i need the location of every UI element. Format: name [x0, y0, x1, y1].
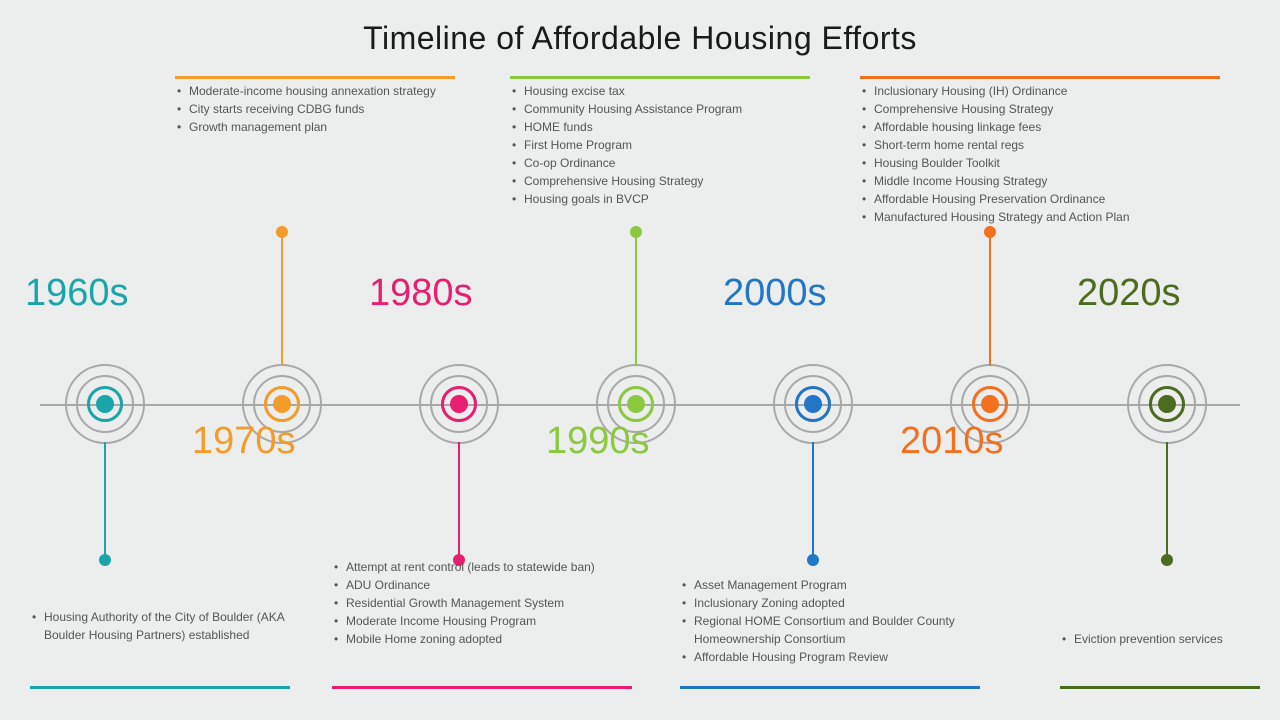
node-dot: [96, 395, 114, 413]
decade-label: 1980s: [369, 272, 473, 315]
decade-label: 2010s: [900, 420, 1004, 463]
bottom-panel: Housing Authority of the City of Boulder…: [30, 608, 290, 644]
node-connector: [635, 226, 637, 366]
top-panel: Moderate-income housing annexation strat…: [175, 82, 455, 136]
timeline-node-1990s: 1990s: [596, 364, 676, 444]
node-rings: [773, 364, 853, 444]
node-connector: [281, 226, 283, 366]
connector-end-dot: [984, 226, 996, 238]
panel-item: Middle Income Housing Strategy: [860, 172, 1220, 190]
panel-item: Affordable Housing Preservation Ordinanc…: [860, 190, 1220, 208]
connector-end-dot: [1161, 554, 1173, 566]
page-title: Timeline of Affordable Housing Efforts: [0, 0, 1280, 57]
node-connector: [1166, 442, 1168, 562]
bottom-panel: Eviction prevention services: [1060, 630, 1260, 648]
panel-item: Moderate-income housing annexation strat…: [175, 82, 455, 100]
timeline-node-2010s: 2010s: [950, 364, 1030, 444]
node-dot: [273, 395, 291, 413]
bottom-panel: Asset Management ProgramInclusionary Zon…: [680, 576, 980, 666]
panel-item: Inclusionary Housing (IH) Ordinance: [860, 82, 1220, 100]
bottom-panel-rule: [332, 686, 632, 689]
node-connector: [989, 226, 991, 366]
timeline-node-1970s: 1970s: [242, 364, 322, 444]
panel-item: Co-op Ordinance: [510, 154, 810, 172]
connector-end-dot: [276, 226, 288, 238]
bottom-panel-rule: [680, 686, 980, 689]
node-rings: [419, 364, 499, 444]
panel-item: Affordable housing linkage fees: [860, 118, 1220, 136]
node-dot: [627, 395, 645, 413]
panel-item: Attempt at rent control (leads to statew…: [332, 558, 632, 576]
top-panel: Housing excise taxCommunity Housing Assi…: [510, 82, 810, 208]
panel-item: Regional HOME Consortium and Boulder Cou…: [680, 612, 980, 648]
top-panel-rule: [175, 76, 455, 79]
panel-item: Asset Management Program: [680, 576, 980, 594]
panel-item: Growth management plan: [175, 118, 455, 136]
decade-label: 1990s: [546, 420, 650, 463]
node-connector: [104, 442, 106, 562]
panel-item: Inclusionary Zoning adopted: [680, 594, 980, 612]
bottom-panel: Attempt at rent control (leads to statew…: [332, 558, 632, 648]
panel-item: Housing Boulder Toolkit: [860, 154, 1220, 172]
panel-item: HOME funds: [510, 118, 810, 136]
connector-end-dot: [630, 226, 642, 238]
decade-label: 2000s: [723, 272, 827, 315]
node-dot: [1158, 395, 1176, 413]
connector-end-dot: [99, 554, 111, 566]
panel-item: Short-term home rental regs: [860, 136, 1220, 154]
bottom-panel-rule: [30, 686, 290, 689]
panel-item: Mobile Home zoning adopted: [332, 630, 632, 648]
top-panel-rule: [860, 76, 1220, 79]
decade-label: 2020s: [1077, 272, 1181, 315]
panel-item: Eviction prevention services: [1060, 630, 1260, 648]
timeline-node-2000s: 2000s: [773, 364, 853, 444]
node-rings: [1127, 364, 1207, 444]
panel-item: Housing Authority of the City of Boulder…: [30, 608, 290, 644]
panel-item: City starts receiving CDBG funds: [175, 100, 455, 118]
node-dot: [450, 395, 468, 413]
panel-item: Affordable Housing Program Review: [680, 648, 980, 666]
connector-end-dot: [807, 554, 819, 566]
timeline-node-1980s: 1980s: [419, 364, 499, 444]
node-connector: [458, 442, 460, 562]
panel-item: Housing excise tax: [510, 82, 810, 100]
panel-item: Housing goals in BVCP: [510, 190, 810, 208]
timeline-node-2020s: 2020s: [1127, 364, 1207, 444]
node-rings: [65, 364, 145, 444]
node-dot: [804, 395, 822, 413]
panel-item: Community Housing Assistance Program: [510, 100, 810, 118]
panel-item: ADU Ordinance: [332, 576, 632, 594]
decade-label: 1970s: [192, 420, 296, 463]
top-panel-rule: [510, 76, 810, 79]
panel-item: Residential Growth Management System: [332, 594, 632, 612]
node-connector: [812, 442, 814, 562]
node-dot: [981, 395, 999, 413]
panel-item: Comprehensive Housing Strategy: [510, 172, 810, 190]
timeline-node-1960s: 1960s: [65, 364, 145, 444]
decade-label: 1960s: [25, 272, 129, 315]
panel-item: First Home Program: [510, 136, 810, 154]
panel-item: Manufactured Housing Strategy and Action…: [860, 208, 1220, 226]
bottom-panel-rule: [1060, 686, 1260, 689]
panel-item: Comprehensive Housing Strategy: [860, 100, 1220, 118]
top-panel: Inclusionary Housing (IH) OrdinanceCompr…: [860, 82, 1220, 226]
panel-item: Moderate Income Housing Program: [332, 612, 632, 630]
